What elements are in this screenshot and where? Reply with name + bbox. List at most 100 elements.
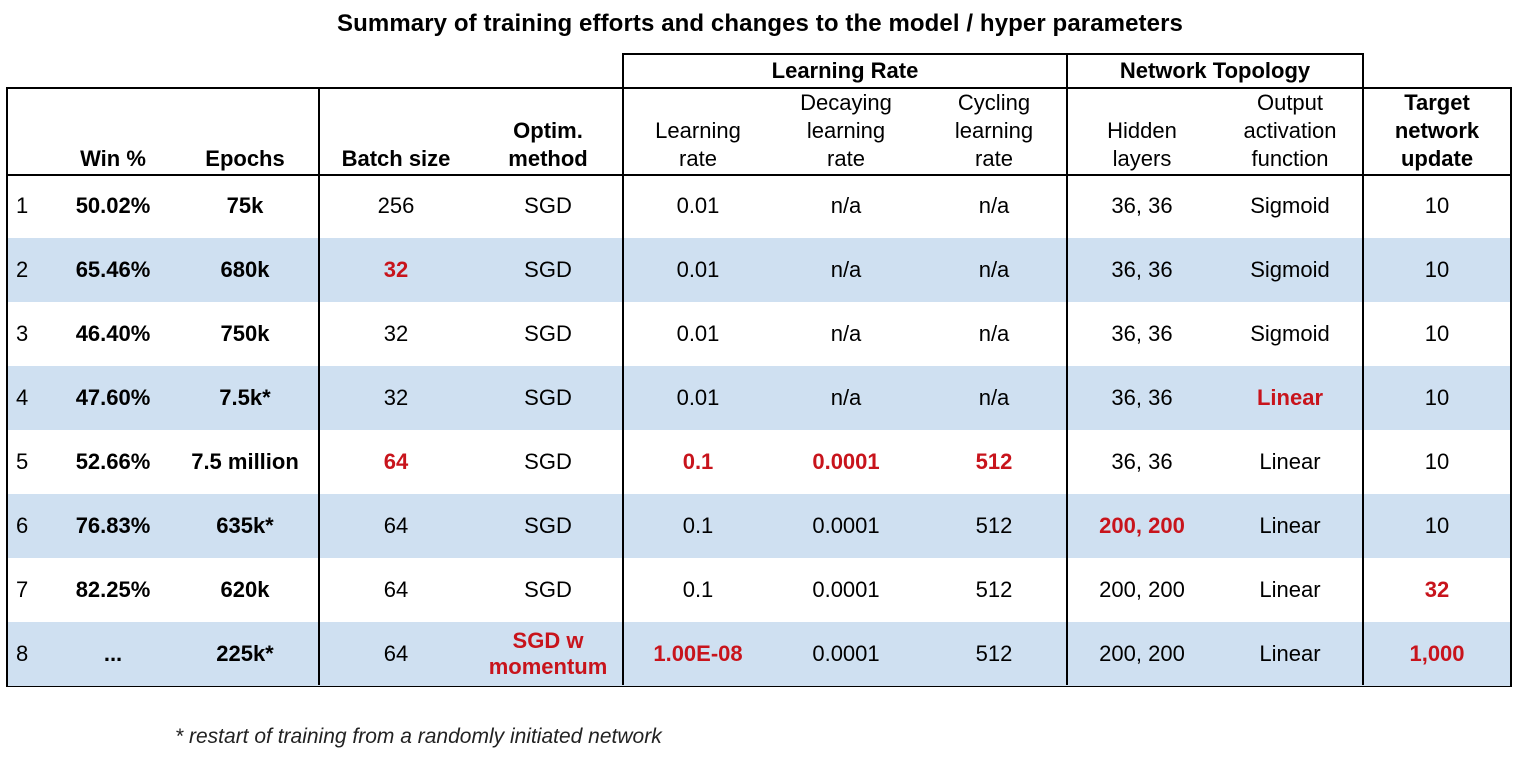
table-row: 4 47.60% 7.5k* 32 SGD 0.01 n/a n/a 36, 36 Linear 1… [8,366,1510,430]
cell-cycling-learning-rate: 512 [975,449,1013,474]
cell-target-network-update: 10 [1424,449,1450,474]
cell-output-activation: Linear [1259,577,1321,602]
cell-run-number: 8 [16,641,29,666]
cell-cycling-learning-rate: 512 [975,513,1013,538]
cell-epochs: 635k* [216,513,274,538]
group-header-network-topology: Network Topology [1066,53,1364,87]
cell-epochs: 620k [220,577,270,602]
header-win: Win % [80,146,146,171]
column-divider [318,89,320,685]
cell-optim-method: SGD w momentum [488,628,608,679]
cell-target-network-update: 32 [1424,577,1450,602]
cell-target-network-update: 1,000 [1409,641,1465,666]
cell-run-number: 4 [16,385,29,410]
cell-hidden-layers: 36, 36 [1111,449,1173,474]
cell-learning-rate: 0.01 [676,321,720,346]
cell-cycling-learning-rate: n/a [978,193,1010,218]
cell-run-number: 3 [16,321,29,346]
cell-cycling-learning-rate: n/a [978,385,1010,410]
cell-hidden-layers: 36, 36 [1111,257,1173,282]
header-target-network-update: Target network update [1394,90,1480,171]
table-row: 1 50.02% 75k 256 SGD 0.01 n/a n/a 36, 36 Sigmoid 1… [8,174,1510,238]
table-row: 8... 225k* 64 SGD w momentum 1.00E-08 0.0001 5… [8,622,1510,686]
cell-optim-method: SGD [524,193,572,218]
cell-epochs: 7.5 million [191,449,299,474]
cell-decaying-learning-rate: 0.0001 [812,449,880,474]
cell-optim-method: SGD [524,513,572,538]
cell-run-number: 7 [16,577,29,602]
cell-win-percent: 46.40% [75,321,151,346]
cell-win-percent: 76.83% [75,513,151,538]
header-cycling-learning-rate: Cycling learning rate [954,90,1034,171]
table-header-row: Win % Epochs Batch size Optim. method Lea… [8,89,1510,176]
cell-output-activation: Linear [1259,641,1321,666]
cell-win-percent: 50.02% [75,193,151,218]
cell-win-percent: 47.60% [75,385,151,410]
table-row: 2 65.46% 680k 32 SGD 0.01 n/a n/a 36, 36 Sigmoid 1… [8,238,1510,302]
cell-cycling-learning-rate: 512 [975,641,1013,666]
header-hidden-layers: Hidden layers [1107,118,1177,171]
cell-cycling-learning-rate: 512 [975,577,1013,602]
cell-output-activation: Sigmoid [1250,257,1330,282]
cell-hidden-layers: 36, 36 [1111,193,1173,218]
cell-learning-rate: 0.01 [676,193,720,218]
cell-output-activation: Linear [1256,385,1324,410]
cell-decaying-learning-rate: 0.0001 [812,513,880,538]
cell-batch-size: 256 [377,193,415,218]
cell-epochs: 680k [220,257,270,282]
group-header-learning-rate: Learning Rate [622,53,1068,87]
footnote: * restart of training from a randomly in… [175,725,662,748]
table-row: 5 52.66% 7.5 million 64 SGD 0.1 0.0001 512 36, 3… [8,430,1510,494]
cell-epochs: 225k* [216,641,274,666]
cell-learning-rate: 0.01 [676,385,720,410]
cell-learning-rate: 0.1 [682,513,714,538]
summary-table: Win % Epochs Batch size Optim. method Lea… [6,87,1512,687]
cell-optim-method: SGD [524,321,572,346]
cell-target-network-update: 10 [1424,513,1450,538]
cell-batch-size: 64 [383,449,409,474]
cell-win-percent: ... [103,641,123,666]
cell-target-network-update: 10 [1424,193,1450,218]
cell-win-percent: 82.25% [75,577,151,602]
table-row: 3 46.40% 750k 32 SGD 0.01 n/a n/a 36, 36 Sigmoid 1… [8,302,1510,366]
cell-optim-method: SGD [524,577,572,602]
cell-optim-method: SGD [524,385,572,410]
header-decaying-learning-rate: Decaying learning rate [800,90,892,171]
cell-epochs: 750k [220,321,270,346]
cell-hidden-layers: 36, 36 [1111,385,1173,410]
cell-learning-rate: 0.1 [682,577,714,602]
cell-decaying-learning-rate: 0.0001 [812,577,880,602]
cell-decaying-learning-rate: n/a [830,193,862,218]
cell-decaying-learning-rate: 0.0001 [812,641,880,666]
cell-run-number: 1 [16,193,29,218]
cell-output-activation: Sigmoid [1250,321,1330,346]
cell-epochs: 75k [226,193,264,218]
header-epochs: Epochs [205,146,285,171]
cell-win-percent: 52.66% [75,449,151,474]
cell-hidden-layers: 200, 200 [1099,513,1185,538]
cell-cycling-learning-rate: n/a [978,257,1010,282]
header-output-activation: Output activation function [1243,90,1337,171]
header-learning-rate: Learning rate [655,118,741,171]
cell-batch-size: 64 [383,513,409,538]
cell-run-number: 5 [16,449,29,474]
cell-learning-rate: 0.01 [676,257,720,282]
cell-decaying-learning-rate: n/a [830,257,862,282]
cell-target-network-update: 10 [1424,257,1450,282]
cell-hidden-layers: 200, 200 [1099,577,1185,602]
column-divider [1066,89,1068,685]
cell-batch-size: 64 [383,577,409,602]
cell-run-number: 6 [16,513,29,538]
cell-win-percent: 65.46% [75,257,151,282]
cell-hidden-layers: 200, 200 [1099,641,1185,666]
cell-decaying-learning-rate: n/a [830,385,862,410]
cell-output-activation: Sigmoid [1250,193,1330,218]
table-row: 7 82.25% 620k 64 SGD 0.1 0.0001 512 200, 200 Line… [8,558,1510,622]
cell-batch-size: 32 [383,385,409,410]
table-row: 6 76.83% 635k* 64 SGD 0.1 0.0001 512 200, 200 Lin… [8,494,1510,558]
header-batch-size: Batch size [341,146,451,171]
cell-hidden-layers: 36, 36 [1111,321,1173,346]
cell-output-activation: Linear [1259,449,1321,474]
cell-cycling-learning-rate: n/a [978,321,1010,346]
cell-output-activation: Linear [1259,513,1321,538]
